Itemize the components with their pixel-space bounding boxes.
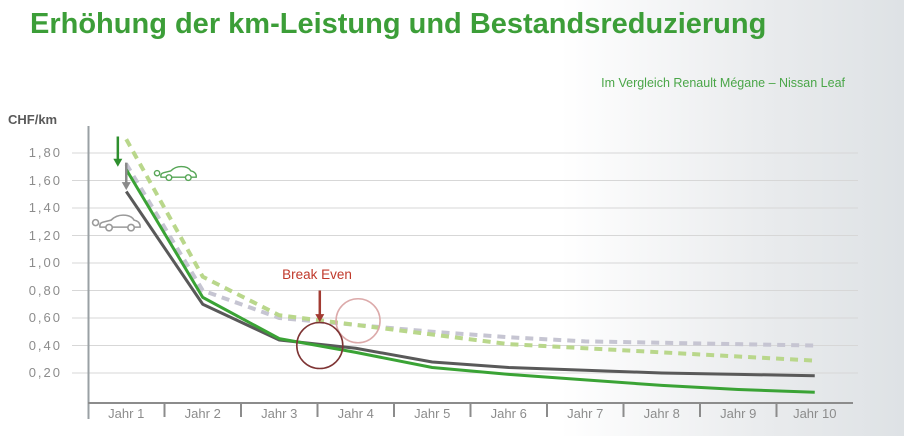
y-tick-label: 1,40 <box>28 200 62 215</box>
series-line-megane-increased-solid <box>125 190 815 378</box>
x-category-label: Jahr 10 <box>793 406 837 421</box>
x-category-label: Jahr 5 <box>414 406 451 421</box>
x-category-label: Jahr 3 <box>261 406 298 421</box>
y-tick-label: 0,80 <box>28 282 62 298</box>
y-tick-label: 1,80 <box>28 145 62 160</box>
break-even-circle-dashed <box>335 297 381 344</box>
gray-down-arrow <box>121 162 131 191</box>
y-tick-label: 1,20 <box>28 227 62 243</box>
x-category-label: Jahr 9 <box>720 406 757 421</box>
x-category-label: Jahr 7 <box>567 406 604 421</box>
x-category-label: Jahr 1 <box>108 406 145 421</box>
y-tick-label: 0,20 <box>28 365 62 380</box>
combustion-car-icon <box>91 214 141 232</box>
ev-car-icon <box>153 165 197 182</box>
y-tick-label: 0,40 <box>28 337 62 353</box>
break-even-label: Break Even <box>282 267 352 282</box>
x-category-label: Jahr 4 <box>337 406 374 421</box>
x-category-label: Jahr 6 <box>490 406 527 421</box>
green-down-arrow <box>113 136 123 167</box>
series-line-leaf-baseline-dashed <box>124 138 815 363</box>
series-line-megane-baseline-dashed <box>124 162 815 348</box>
y-tick-label: 0,60 <box>28 310 62 325</box>
y-tick-label: 1,00 <box>28 255 62 270</box>
page-title: Erhöhung der km-Leistung und Bestandsred… <box>30 8 767 40</box>
series-line-leaf-increased-solid <box>124 168 815 394</box>
page-subtitle: Im Vergleich Renault Mégane – Nissan Lea… <box>601 76 845 90</box>
break-even-circle-solid <box>295 321 344 370</box>
x-category-label: Jahr 8 <box>643 406 680 421</box>
y-axis-title: CHF/km <box>8 112 58 127</box>
x-category-label: Jahr 2 <box>184 406 221 421</box>
y-tick-label: 1,60 <box>28 172 62 188</box>
break-even-arrow <box>315 290 325 323</box>
